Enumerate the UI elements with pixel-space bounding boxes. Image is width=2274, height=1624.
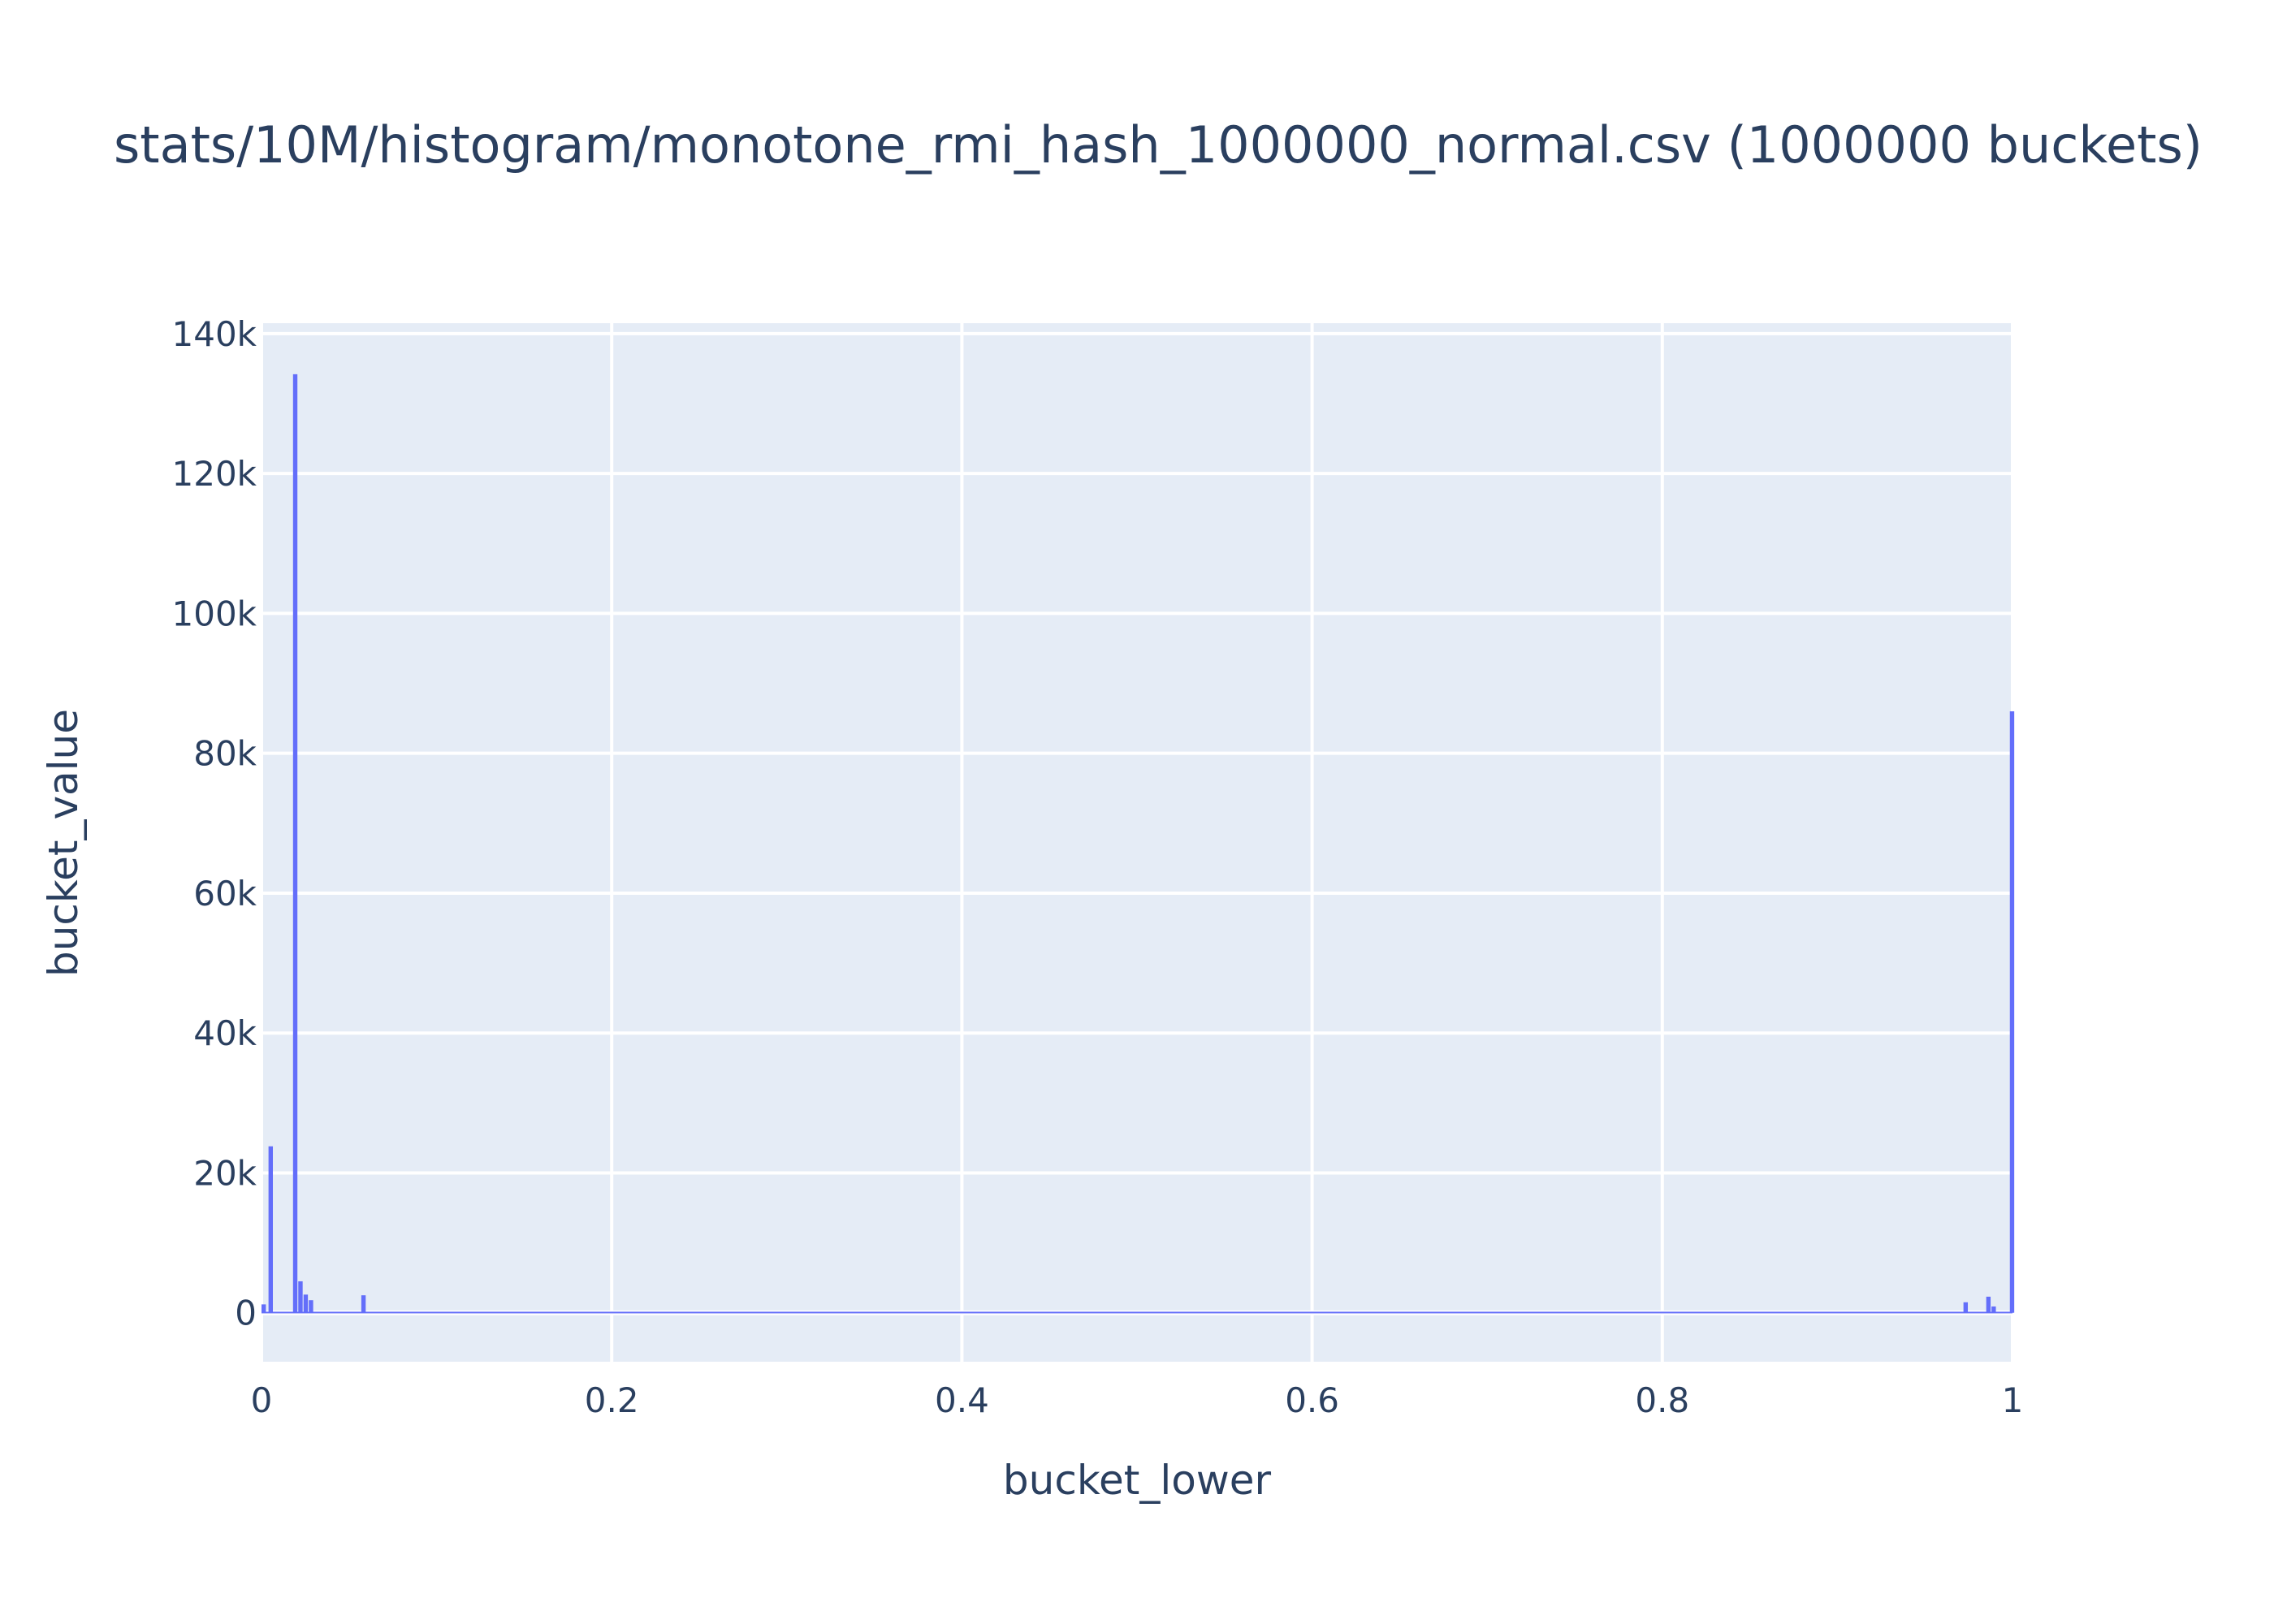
- baseline-buckets: [262, 1311, 2012, 1314]
- plot-area: [262, 323, 2012, 1362]
- y-tick-label: 0: [235, 1294, 257, 1333]
- histogram-bar: [1986, 1296, 1991, 1313]
- y-tick-label: 60k: [193, 874, 257, 914]
- histogram-bar: [309, 1300, 313, 1313]
- histogram-bar: [361, 1295, 366, 1313]
- y-tick-label: 140k: [172, 314, 257, 354]
- x-tick-label: 0: [251, 1380, 273, 1420]
- x-tick-label: 0.6: [1285, 1380, 1339, 1420]
- y-tick-label: 20k: [193, 1153, 257, 1193]
- x-tick-label: 1: [2002, 1380, 2024, 1420]
- x-tick-label: 0.2: [585, 1380, 639, 1420]
- bars-layer: [262, 374, 2015, 1314]
- y-axis-ticks: 0 20k 40k 60k 80k 100k 120k 140k: [172, 314, 257, 1333]
- x-axis-title: bucket_lower: [1003, 1457, 1272, 1504]
- y-tick-label: 80k: [193, 734, 257, 774]
- histogram-bar: [1963, 1302, 1969, 1313]
- histogram-bar: [262, 1304, 266, 1313]
- histogram-bar: [298, 1281, 303, 1313]
- y-tick-label: 100k: [172, 594, 257, 633]
- histogram-bar: [303, 1294, 309, 1313]
- histogram-bar: [292, 374, 298, 1313]
- x-tick-label: 0.4: [935, 1380, 989, 1420]
- x-axis-ticks: 0 0.2 0.4 0.6 0.8 1: [251, 1380, 2024, 1420]
- x-tick-label: 0.8: [1635, 1380, 1689, 1420]
- histogram-bar: [2009, 711, 2015, 1313]
- histogram-bar: [1991, 1306, 1996, 1313]
- histogram-bar: [268, 1146, 274, 1313]
- chart-title: stats/10M/histogram/monotone_rmi_hash_10…: [114, 115, 2203, 175]
- y-tick-label: 120k: [172, 454, 257, 494]
- y-axis-title: bucket_value: [40, 709, 87, 977]
- y-tick-label: 40k: [193, 1013, 257, 1053]
